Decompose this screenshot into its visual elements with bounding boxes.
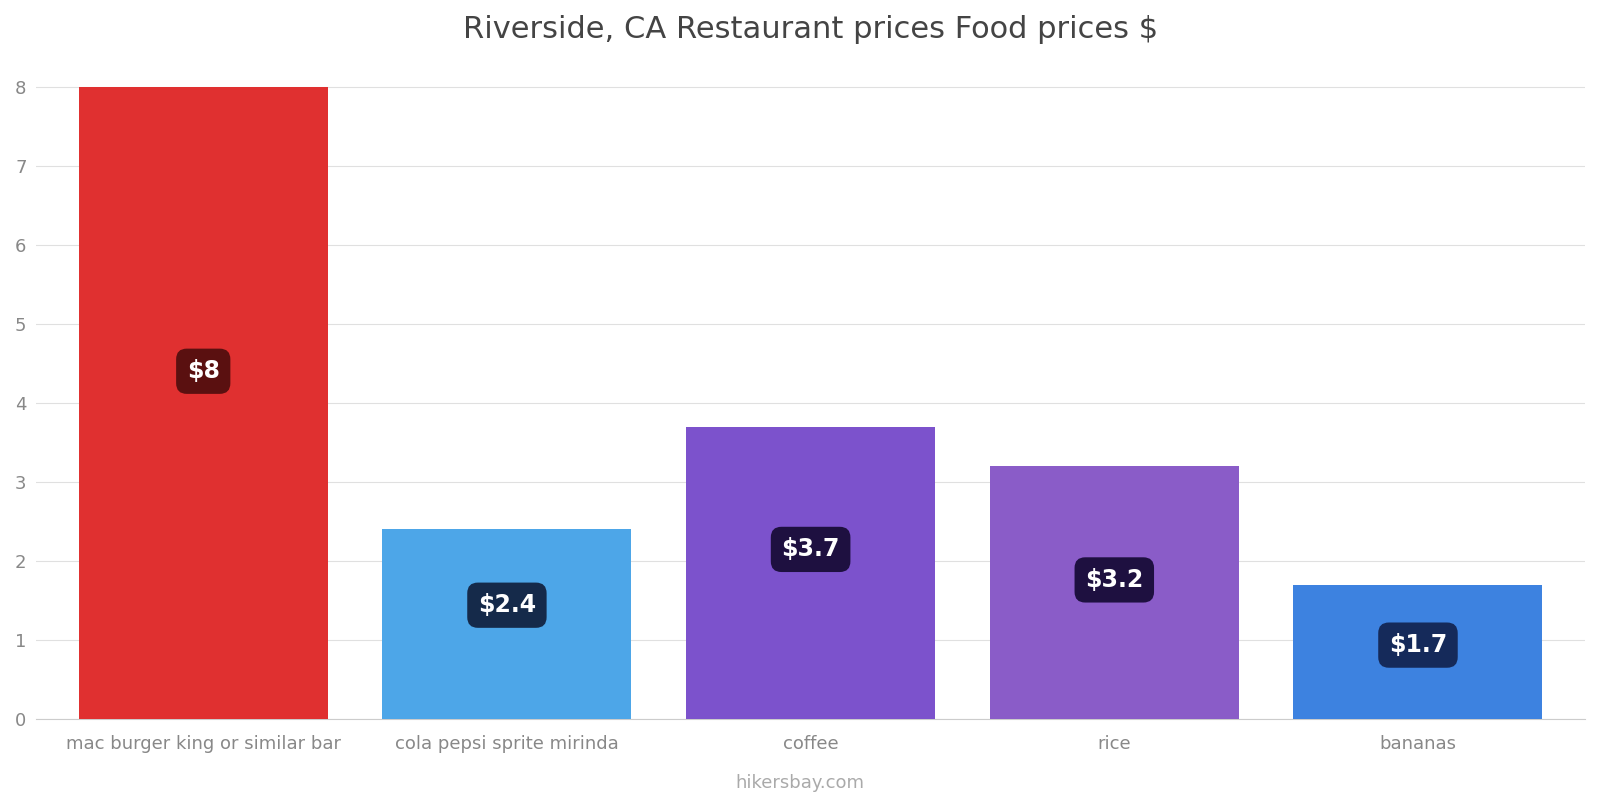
Bar — [78, 86, 328, 719]
Text: $8: $8 — [187, 359, 219, 383]
Text: $1.7: $1.7 — [1389, 633, 1446, 657]
Bar — [1293, 585, 1542, 719]
Text: $3.7: $3.7 — [781, 538, 840, 562]
Text: $3.2: $3.2 — [1085, 568, 1144, 592]
Title: Riverside, CA Restaurant prices Food prices $: Riverside, CA Restaurant prices Food pri… — [462, 15, 1158, 44]
Text: $2.4: $2.4 — [478, 594, 536, 618]
Bar — [686, 426, 934, 719]
Bar — [990, 466, 1238, 719]
Text: hikersbay.com: hikersbay.com — [736, 774, 864, 792]
Bar — [382, 530, 632, 719]
